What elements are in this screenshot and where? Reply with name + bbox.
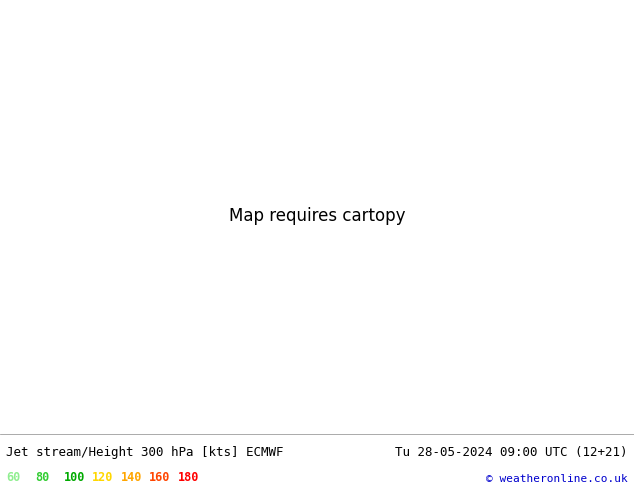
Text: 120: 120 [92, 471, 113, 484]
Text: 140: 140 [120, 471, 142, 484]
Text: Map requires cartopy: Map requires cartopy [229, 207, 405, 224]
Text: 80: 80 [35, 471, 49, 484]
Text: Jet stream/Height 300 hPa [kts] ECMWF: Jet stream/Height 300 hPa [kts] ECMWF [6, 446, 284, 459]
Text: 160: 160 [149, 471, 171, 484]
Text: Tu 28-05-2024 09:00 UTC (12+21): Tu 28-05-2024 09:00 UTC (12+21) [395, 446, 628, 459]
Text: © weatheronline.co.uk: © weatheronline.co.uk [486, 474, 628, 484]
Text: 60: 60 [6, 471, 20, 484]
Text: 100: 100 [63, 471, 85, 484]
Text: 180: 180 [178, 471, 199, 484]
